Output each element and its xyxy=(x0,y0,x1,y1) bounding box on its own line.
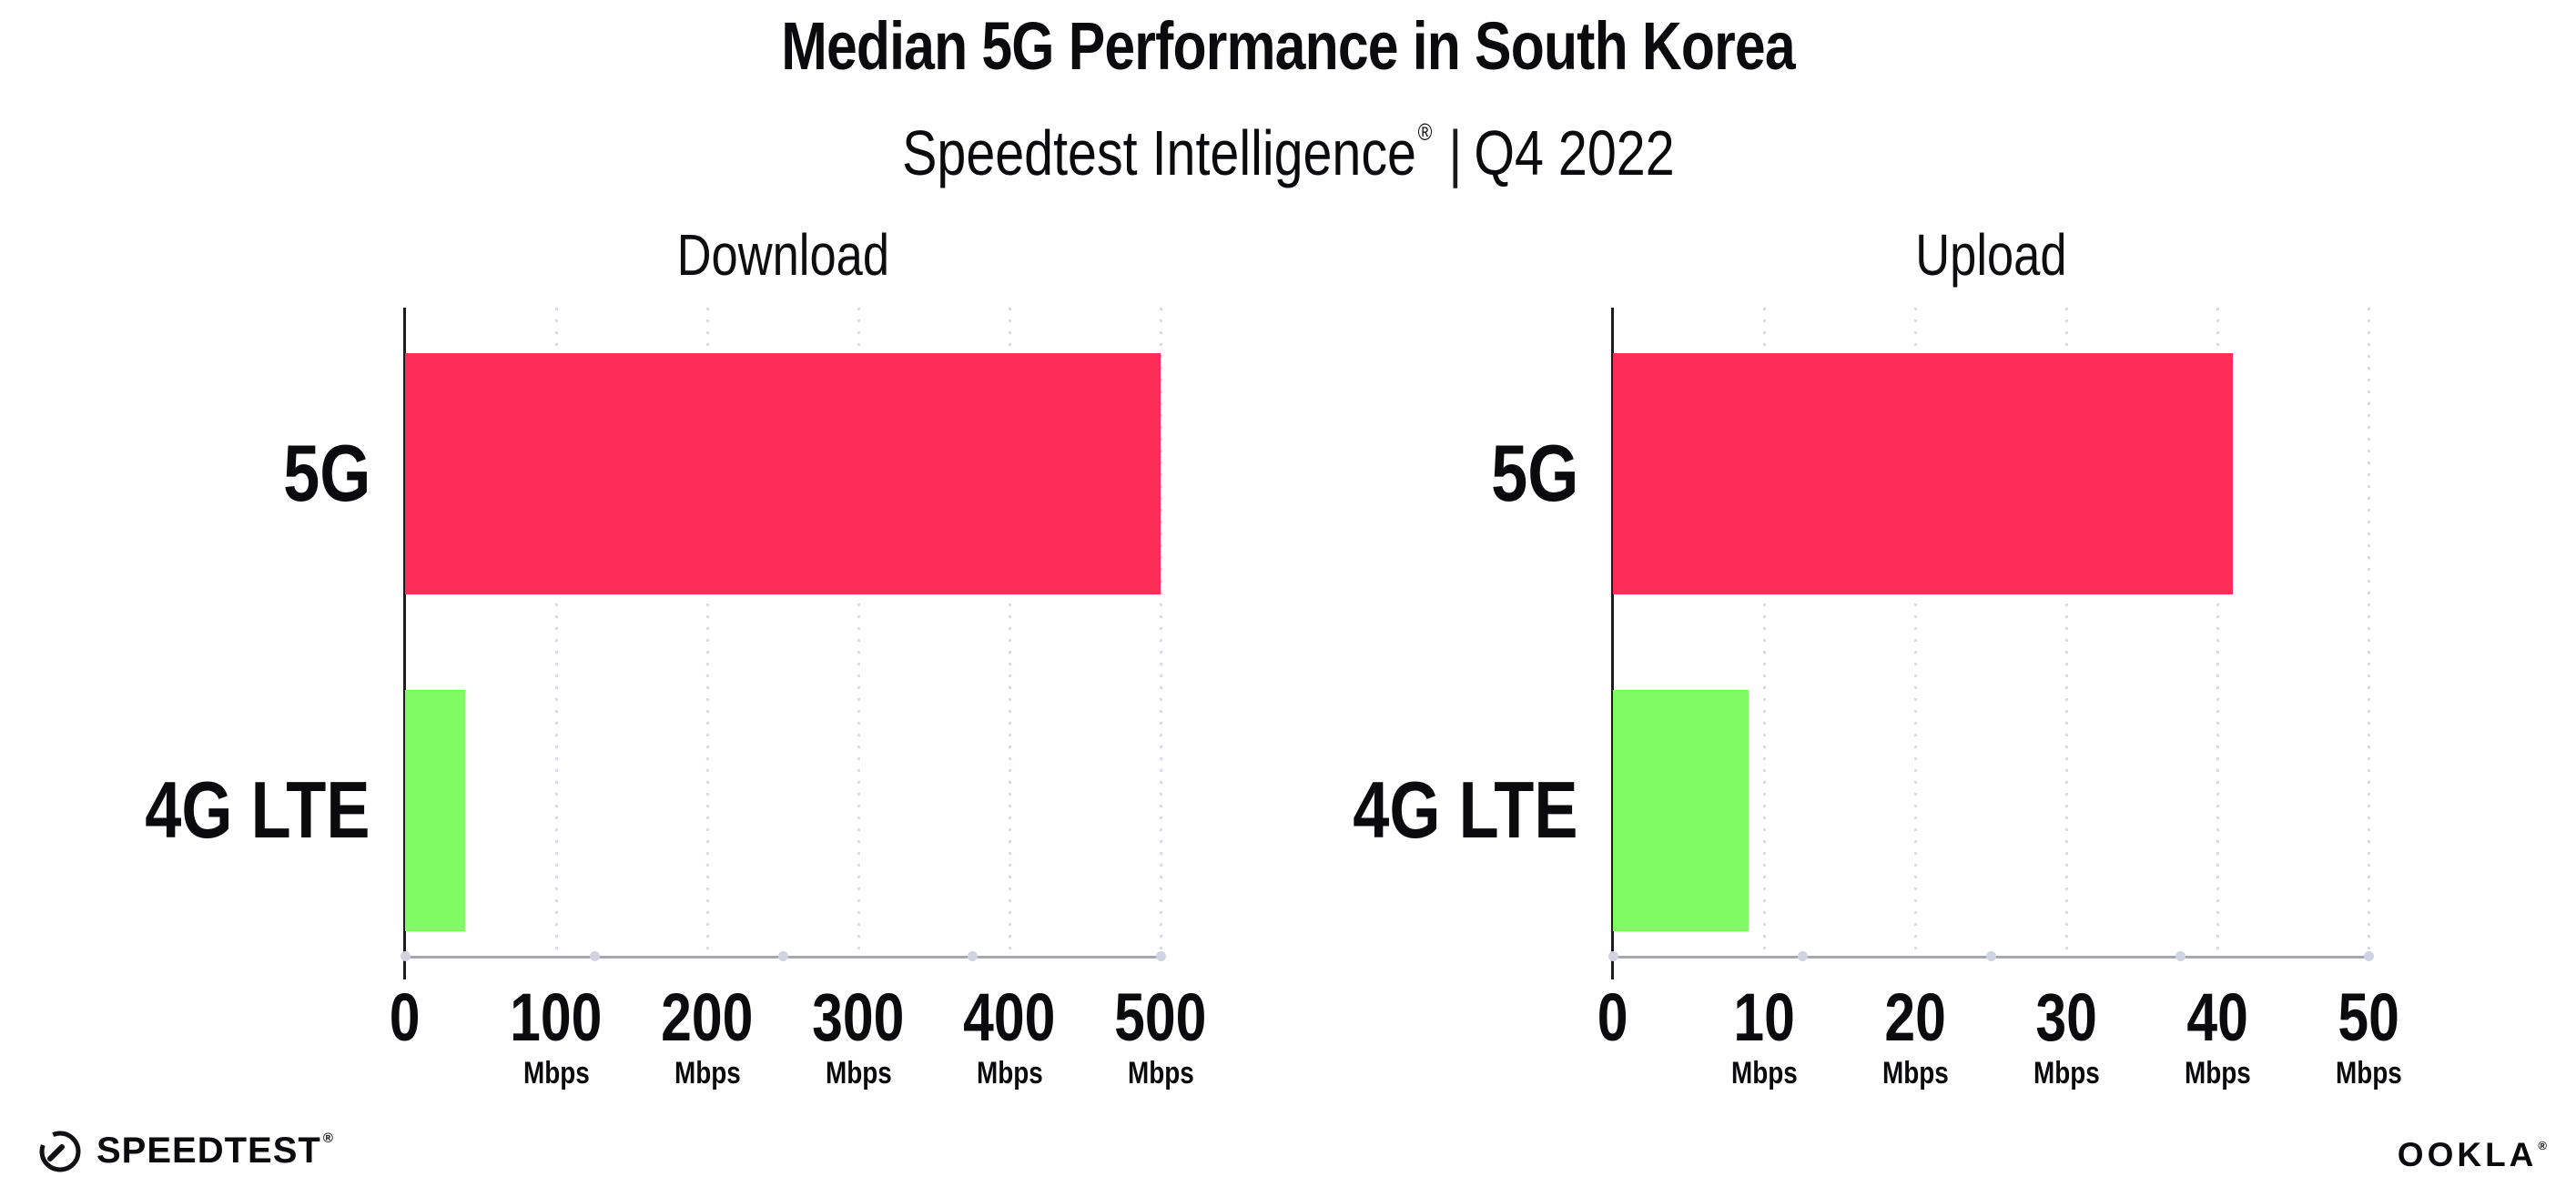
gridline-200 xyxy=(706,308,709,957)
category-label-5g: 5G xyxy=(1490,428,1578,518)
gridline-100 xyxy=(555,308,558,957)
x-tick-0: 0 xyxy=(390,979,421,1055)
gridline-50 xyxy=(2368,308,2370,957)
x-tick-100: 100 Mbps xyxy=(510,979,603,1091)
ookla-wordmark: OOKLA xyxy=(2397,1136,2538,1173)
x-tick-500: 500 Mbps xyxy=(1114,979,1207,1091)
registered-mark: ® xyxy=(1417,118,1432,146)
axis-dot xyxy=(778,951,788,961)
ookla-registered-mark: ® xyxy=(2538,1139,2551,1152)
chart-title-upload: Upload xyxy=(1914,222,2067,288)
gridline-400 xyxy=(1009,308,1011,957)
chart-title-download: Download xyxy=(676,222,889,288)
x-tick-0: 0 xyxy=(1597,979,1628,1055)
page-title: Median 5G Performance in South Korea xyxy=(0,7,2576,86)
axis-dot xyxy=(1797,951,1808,961)
axis-dot xyxy=(967,951,978,961)
bar-5g-download xyxy=(405,353,1161,594)
axis-dot xyxy=(2364,951,2374,961)
bar-4g-lte-upload xyxy=(1613,690,1749,931)
speedtest-gauge-icon xyxy=(39,1131,81,1172)
x-tick-40: 40 Mbps xyxy=(2184,979,2251,1091)
axis-dot xyxy=(2175,951,2186,961)
page-subtitle-text: Speedtest Intelligence® | Q4 2022 xyxy=(902,91,1674,194)
x-tick-10: 10 Mbps xyxy=(1730,979,1798,1091)
x-tick-200: 200 Mbps xyxy=(661,979,754,1091)
plot-area-download: 5G 4G LTE 0 100 Mbps 200 Mbps 300 Mbps 400 Mbps 500… xyxy=(146,308,1207,1090)
bar-5g-upload xyxy=(1613,353,2233,594)
category-label-5g: 5G xyxy=(282,428,370,518)
subtitle-period: Q4 2022 xyxy=(1474,117,1675,188)
page-title-text: Median 5G Performance in South Korea xyxy=(781,8,1795,84)
y-axis-line xyxy=(403,308,406,979)
x-tick-30: 30 Mbps xyxy=(2033,979,2100,1091)
axis-dot xyxy=(589,951,600,961)
x-tick-50: 50 Mbps xyxy=(2335,979,2402,1091)
subtitle-separator: | xyxy=(1447,117,1462,188)
page-subtitle: Speedtest Intelligence® | Q4 2022 xyxy=(0,91,2576,194)
axis-dot xyxy=(1986,951,1996,961)
gridline-20 xyxy=(1914,308,1917,957)
speedtest-registered-mark: ® xyxy=(322,1130,334,1146)
gridline-10 xyxy=(1763,308,1766,957)
gridline-500 xyxy=(1160,308,1162,957)
bar-4g-lte-download xyxy=(405,690,466,931)
axis-dot xyxy=(1608,951,1618,961)
gridline-30 xyxy=(2065,308,2068,957)
speedtest-logo: SPEEDTEST ® xyxy=(36,1127,334,1174)
x-tick-300: 300 Mbps xyxy=(812,979,905,1091)
speedtest-wordmark: SPEEDTEST ® xyxy=(96,1130,334,1171)
axis-dot xyxy=(1156,951,1166,961)
ookla-logo: OOKLA® xyxy=(2398,1136,2551,1174)
x-tick-400: 400 Mbps xyxy=(963,979,1056,1091)
gridline-300 xyxy=(857,308,860,957)
category-label-4g-lte: 4G LTE xyxy=(145,765,370,855)
axis-dot xyxy=(401,951,411,961)
category-label-4g-lte: 4G LTE xyxy=(1353,765,1578,855)
subtitle-brand: Speedtest Intelligence xyxy=(901,117,1416,188)
gridline-40 xyxy=(2216,308,2219,957)
x-tick-20: 20 Mbps xyxy=(1881,979,1949,1091)
plot-area-upload: 5G 4G LTE 0 10 Mbps 20 Mbps 30 Mbps 40 Mbps 50 Mbps xyxy=(1354,308,2401,1090)
y-axis-line xyxy=(1611,308,1614,979)
